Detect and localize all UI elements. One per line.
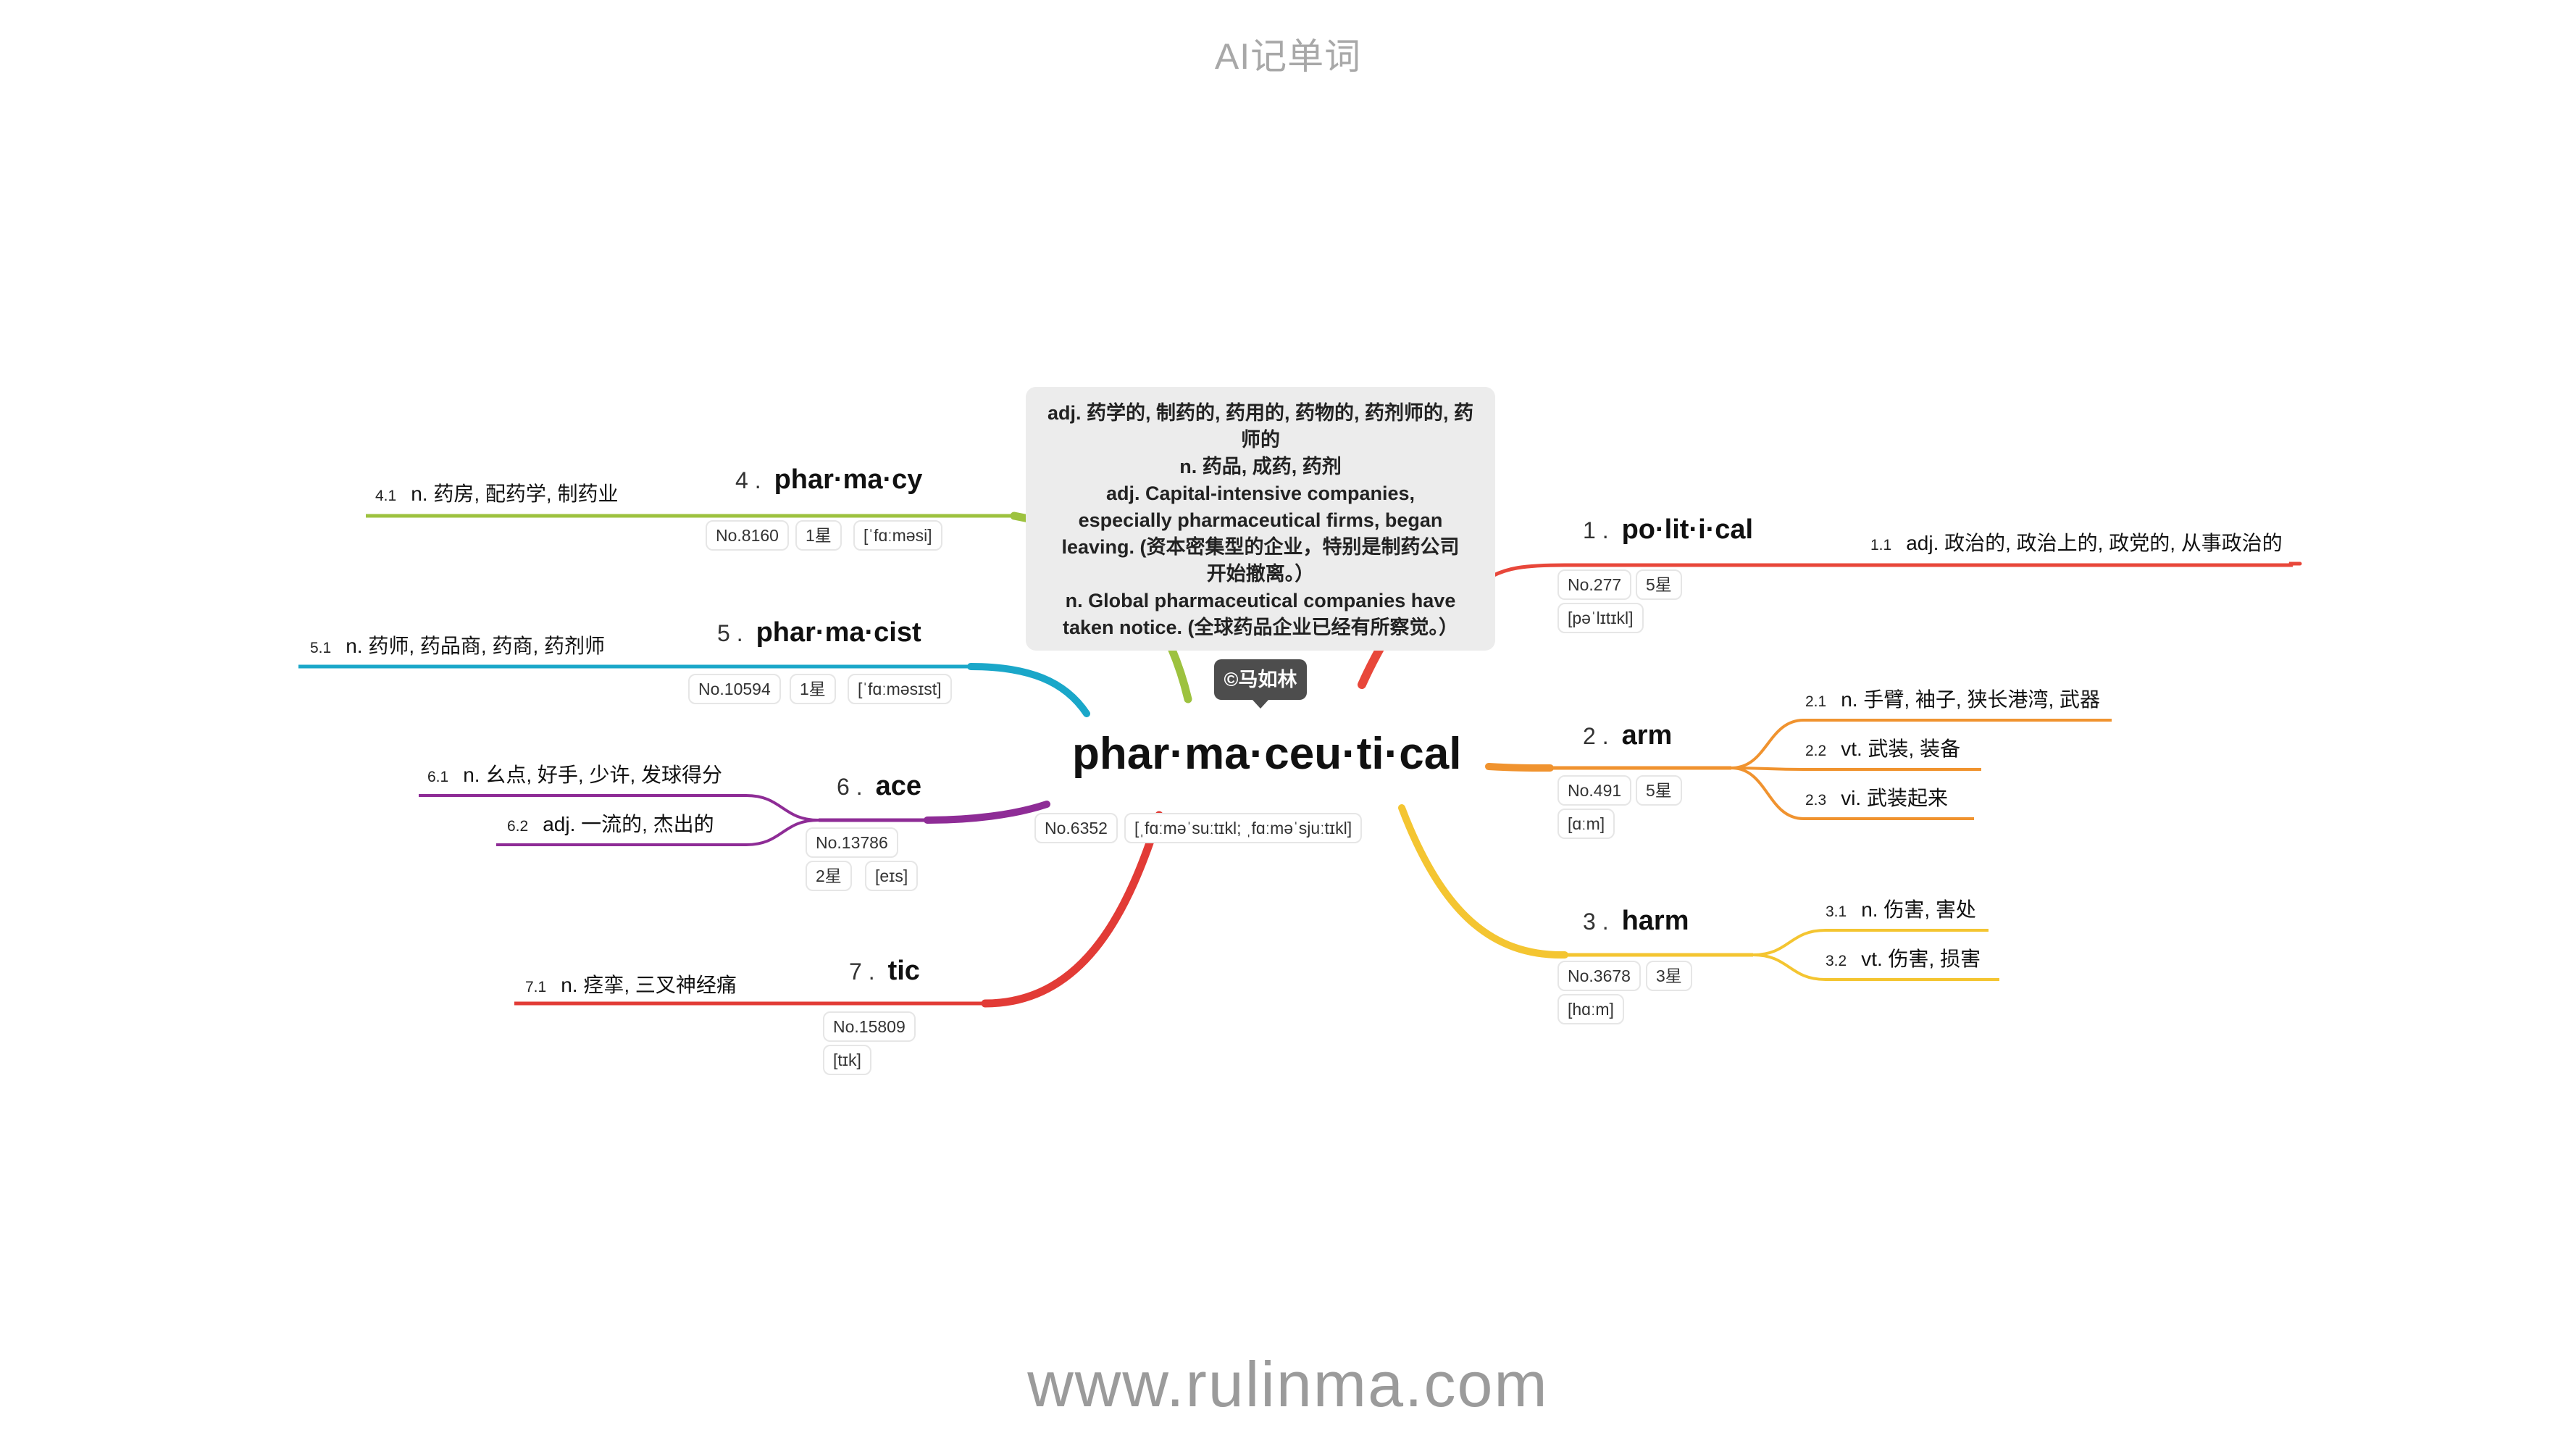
branch-3-stars-tag: 3星 [1646,961,1692,991]
branch-2-stars-tag: 5星 [1636,775,1682,806]
branch-1-sense-1: 1.1 adj. 政治的, 政治上的, 政党的, 从事政治的 [1870,532,2283,554]
branch-7-trunk [981,811,1163,1008]
branch-2-sense-2: 2.2 vt. 武装, 装备 [1805,738,1961,760]
popup-line: 开始撤离。） [1206,563,1315,585]
popup-line: adj. Capital-intensive companies, [1105,483,1415,504]
branch-3-rank-tag: No.3678 [1557,961,1641,991]
branch-word: tic [887,956,920,986]
branch-3-sense-1-line [1752,929,1989,956]
branch-number: 6 . [837,774,863,800]
author-badge-pointer [1253,700,1268,709]
popup-line: especially pharmaceutical firms, began [1078,509,1443,531]
branch-3-sense-2: 3.2 vt. 伤害, 损害 [1826,948,1981,970]
branch-6-title[interactable]: 6 . ace [837,768,921,804]
popup-line: n. Global pharmaceutical companies have [1065,590,1456,611]
branch-number: 4 . [735,467,761,493]
branch-2-sense-2-line [1731,767,1981,771]
branch-word: harm [1621,906,1689,936]
branch-4-title[interactable]: 4 . phar·ma·cy [735,462,922,498]
branch-4-rank-tag: No.8160 [706,520,789,551]
branch-3-phonetic-tag: [hɑːm] [1557,994,1624,1024]
branch-6-phonetic-tag: [eɪs] [865,861,919,891]
branch-3-sense-1: 3.1 n. 伤害, 害处 [1826,898,1976,921]
branch-6-sense-1: 6.1 n. 幺点, 好手, 少许, 发球得分 [427,764,723,786]
branch-2-title[interactable]: 2 . arm [1583,717,1672,753]
branch-2-trunk [1485,763,1554,772]
footer-url[interactable]: www.rulinma.com [1027,1348,1549,1420]
branch-3-title[interactable]: 3 . harm [1583,903,1689,939]
definition-popup: adj. 药学的, 制药的, 药用的, 药物的, 药剂师的, 药 师的 n. 药… [1026,387,1495,651]
branch-word: po·lit·i·cal [1621,514,1754,545]
center-phonetic-tag: [ˌfɑːməˈsuːtɪkl; ˌfɑːməˈsjuːtɪkl] [1124,813,1363,843]
branch-word: arm [1621,720,1673,751]
branch-2-sense-3-line [1731,767,1974,820]
branch-5-rank-tag: No.10594 [688,674,781,704]
center-rank-tag: No.6352 [1034,813,1118,843]
branch-number: 3 . [1583,909,1609,935]
branch-5-phonetic-tag: [ˈfɑːməsɪst] [848,674,952,704]
branch-5-trunk [967,663,1090,717]
popup-line: n. 药品, 成药, 药剂 [1179,456,1342,477]
popup-line: taken notice. (全球药品企业已经有所察觉。） [1062,617,1459,638]
branch-word: ace [875,771,921,801]
branch-1-stars-tag: 5星 [1636,569,1682,600]
branch-2-sense-1: 2.1 n. 手臂, 袖子, 狭长港湾, 武器 [1805,688,2101,711]
branch-7-sense-1: 7.1 n. 痉挛, 三叉神经痛 [525,974,737,996]
branch-1-title[interactable]: 1 . po·lit·i·cal [1583,511,1753,548]
branch-4-stars-tag: 1星 [795,520,842,551]
branch-6-trunk [924,801,1050,824]
branch-6-sense-2: 6.2 adj. 一流的, 杰出的 [507,813,714,835]
branch-number: 1 . [1583,517,1609,543]
branch-4-phonetic-tag: [ˈfɑːməsi] [853,520,942,551]
branch-2-rank-tag: No.491 [1557,775,1632,806]
branch-6-sense-1-line [419,794,819,822]
header-title: AI记单词 [1214,36,1362,77]
popup-line: 师的 [1241,429,1280,451]
branch-1-line [1491,561,2302,578]
branch-1-phonetic-tag: [pəˈlɪtɪkl] [1557,603,1644,633]
popup-line: leaving. (资本密集型的企业，特别是制药公司 [1061,536,1460,558]
branch-5-title[interactable]: 5 . phar·ma·cist [717,614,921,651]
branch-number: 7 . [849,959,875,985]
branch-1-rank-tag: No.277 [1557,569,1632,600]
branch-6-sense-2-line [496,819,819,846]
branch-2-sense-3: 2.3 vi. 武装起来 [1805,787,1948,809]
branch-5-sense-1: 5.1 n. 药师, 药品商, 药商, 药剂师 [310,635,606,657]
branch-2-phonetic-tag: [ɑːm] [1557,809,1615,839]
branch-6-stars-tag: 2星 [806,861,852,891]
branch-number: 5 . [717,620,743,646]
branch-7-phonetic-tag: [tɪk] [823,1045,871,1075]
branch-word: phar·ma·cy [774,464,923,495]
branch-3-trunk [1398,804,1568,959]
center-word[interactable]: phar·ma·ceu·ti·cal [1072,729,1462,779]
branch-word: phar·ma·cist [756,617,921,648]
branch-4-sense-1: 4.1 n. 药房, 配药学, 制药业 [375,483,619,505]
branch-5-stars-tag: 1星 [790,674,836,704]
popup-line: adj. 药学的, 制药的, 药用的, 药物的, 药剂师的, 药 [1047,402,1474,424]
branch-7-rank-tag: No.15809 [823,1011,916,1042]
branch-2-sense-1-line [1731,719,2112,769]
branch-7-title[interactable]: 7 . tic [849,953,920,989]
branch-6-rank-tag: No.13786 [806,827,898,858]
branch-3-sense-2-line [1752,953,1999,981]
author-badge: ©马如林 [1214,659,1307,700]
branch-number: 2 . [1583,723,1609,749]
